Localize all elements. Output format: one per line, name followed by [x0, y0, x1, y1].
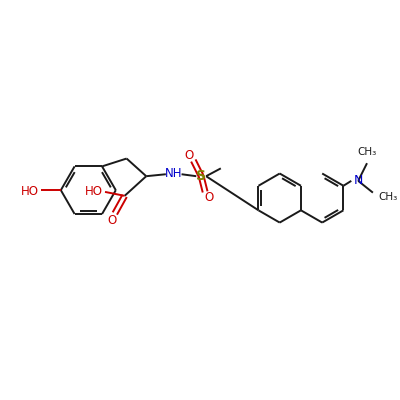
Text: CH₃: CH₃: [357, 147, 377, 157]
Text: O: O: [204, 191, 214, 204]
Text: O: O: [185, 149, 194, 162]
Text: S: S: [196, 169, 206, 183]
Text: N: N: [354, 174, 364, 187]
Text: CH₃: CH₃: [379, 192, 398, 202]
Text: HO: HO: [21, 185, 39, 198]
Text: O: O: [107, 214, 116, 227]
Text: NH: NH: [165, 167, 182, 180]
Text: HO: HO: [85, 186, 103, 198]
